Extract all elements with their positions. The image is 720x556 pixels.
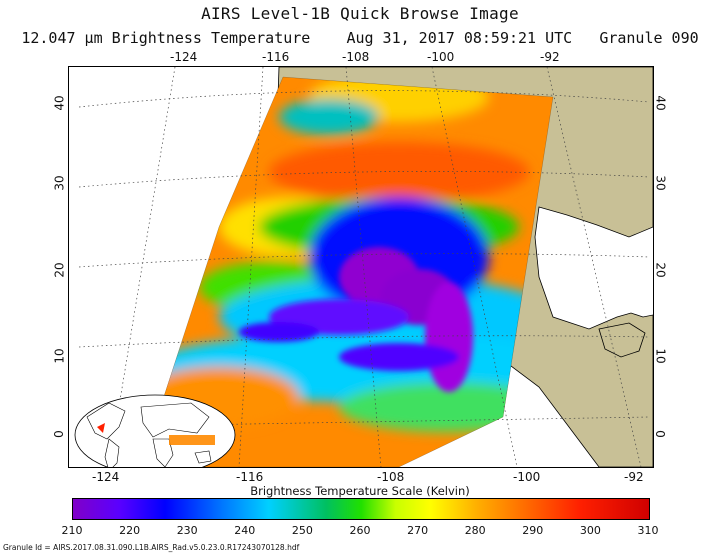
subtitle-granule: Granule 090 bbox=[599, 29, 699, 47]
colorbar-tick: 260 bbox=[349, 524, 371, 537]
bottom-lon-tick: -92 bbox=[624, 470, 644, 484]
top-lon-tick: -124 bbox=[170, 50, 198, 64]
right-lat-tick: 40 bbox=[653, 95, 668, 111]
colorbar-tick: 280 bbox=[464, 524, 486, 537]
bottom-lon-tick: -100 bbox=[513, 470, 541, 484]
map-panel bbox=[68, 66, 654, 468]
right-lat-tick: 0 bbox=[652, 430, 667, 438]
bottom-lon-tick: -124 bbox=[92, 470, 120, 484]
colorbar-tick: 270 bbox=[407, 524, 429, 537]
top-lon-tick: -92 bbox=[540, 50, 560, 64]
subtitle-wavelength: 12.047 μm Brightness Temperature bbox=[21, 29, 311, 47]
right-lat-tick: 10 bbox=[653, 348, 668, 364]
colorbar-tick: 220 bbox=[119, 524, 141, 537]
top-lon-tick: -100 bbox=[427, 50, 455, 64]
temperature-colorbar bbox=[72, 498, 650, 520]
colorbar-tick: 240 bbox=[234, 524, 256, 537]
colorbar-tick: 250 bbox=[291, 524, 313, 537]
left-lat-tick: 40 bbox=[52, 95, 67, 111]
right-lat-tick: 20 bbox=[653, 262, 668, 278]
world-inset-map bbox=[74, 394, 236, 467]
map-svg bbox=[74, 67, 653, 467]
colorbar-tick: 230 bbox=[176, 524, 198, 537]
image-title: AIRS Level-1B Quick Browse Image bbox=[201, 4, 519, 23]
left-lat-tick: 0 bbox=[51, 430, 66, 438]
left-lat-tick: 20 bbox=[52, 262, 67, 278]
colorbar-tick: 310 bbox=[637, 524, 659, 537]
inset-location-marker bbox=[97, 423, 105, 433]
colorbar-label: Brightness Temperature Scale (Kelvin) bbox=[250, 484, 470, 498]
top-lon-tick: -108 bbox=[342, 50, 370, 64]
brightness-swath bbox=[141, 77, 553, 467]
land-yucatan bbox=[598, 322, 646, 358]
bottom-lon-tick: -108 bbox=[377, 470, 405, 484]
left-lat-tick: 10 bbox=[52, 348, 67, 364]
inset-swath-marker bbox=[169, 435, 215, 445]
granule-id: Granule Id = AIRS.2017.08.31.090.L1B.AIR… bbox=[3, 543, 300, 552]
bottom-lon-tick: -116 bbox=[236, 470, 264, 484]
top-lon-tick: -116 bbox=[262, 50, 290, 64]
colorbar-tick: 290 bbox=[522, 524, 544, 537]
image-subtitle: 12.047 μm Brightness Temperature Aug 31,… bbox=[0, 29, 720, 47]
subtitle-datetime: Aug 31, 2017 08:59:21 UTC bbox=[346, 29, 573, 47]
right-lat-tick: 30 bbox=[653, 175, 668, 191]
colorbar-tick: 210 bbox=[61, 524, 83, 537]
colorbar-tick: 300 bbox=[579, 524, 601, 537]
left-lat-tick: 30 bbox=[52, 175, 67, 191]
